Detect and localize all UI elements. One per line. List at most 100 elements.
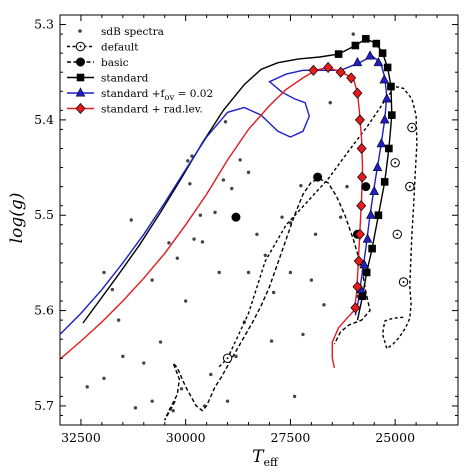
series-2-marker	[388, 111, 396, 119]
legend-label-main: standard +f	[101, 88, 165, 100]
sdb-spectrum-point	[190, 154, 194, 158]
sdb-spectrum-point	[217, 270, 221, 275]
series-3-marker	[352, 57, 363, 67]
series-2-marker	[380, 178, 389, 186]
legend-label-0: sdB spectra	[101, 26, 164, 38]
sdb-spectrum-point	[271, 290, 276, 295]
sdb-spectrum-point	[269, 339, 274, 343]
sdb-spectrum-point	[209, 372, 213, 377]
sdb-spectrum-point	[299, 183, 303, 188]
sdb-spectrum-point	[188, 182, 192, 186]
legend-label-tail: = 0.02	[174, 88, 213, 100]
series-1-marker	[313, 172, 323, 182]
series-2-marker	[362, 35, 370, 43]
tick-labels: 32500 30000 27500 25000 5.3 5.4 5.5 5.6 5.7	[34, 14, 459, 445]
sdb-spectrum-point	[322, 303, 326, 307]
series-4-marker	[353, 255, 364, 267]
sdb-spectrum-point	[225, 399, 230, 403]
sdb-spectrum-point	[338, 215, 343, 219]
sdb-spectrum-point	[179, 387, 184, 391]
sdb-spectrum-point	[183, 299, 188, 303]
series-4-marker	[350, 302, 361, 314]
series-4-marker	[323, 61, 334, 73]
sdb-spectrum-point	[102, 270, 106, 275]
sdb-spectrum-point	[230, 186, 234, 191]
series-4-marker	[308, 64, 319, 76]
series-4-marker	[346, 72, 357, 84]
series-2-marker	[358, 292, 367, 301]
sdb-spectrum-point	[175, 256, 180, 260]
y-tick-label: 5.7	[34, 398, 54, 413]
legend-marker-5	[75, 102, 86, 115]
sdb-spectrum-point	[238, 158, 242, 162]
series-3-marker	[376, 138, 387, 148]
sdb-spectrum-point	[142, 361, 146, 365]
legend-sdb-marker	[78, 29, 82, 33]
series-line-1	[164, 178, 371, 421]
series-3-marker	[381, 93, 392, 103]
series-4-marker	[354, 114, 365, 126]
sdb-spectrum-point	[263, 253, 267, 257]
series-3-marker	[369, 185, 380, 195]
sdb-spectra-points	[85, 32, 360, 413]
series-3-marker	[373, 57, 384, 67]
sdb-spectrum-point	[223, 120, 228, 124]
sdb-spectrum-point	[85, 385, 89, 389]
legend-marker-2	[76, 57, 85, 67]
sdb-spectrum-point	[186, 159, 190, 163]
series-3-marker	[359, 259, 369, 269]
plot-frame	[59, 14, 459, 426]
series-0-marker-dot	[410, 126, 413, 129]
legend-label-5: standard + rad.lev.	[101, 103, 203, 115]
series-4-marker	[354, 228, 365, 240]
sdb-spectrum-point	[288, 270, 293, 275]
legend-label-3: standard	[101, 72, 149, 84]
sdb-spectrum-point	[301, 332, 305, 337]
sdb-spectrum-point	[171, 408, 175, 413]
sdb-spectrum-point	[345, 184, 349, 189]
sdb-spectrum-point	[280, 215, 284, 219]
series-1-marker	[231, 212, 241, 222]
y-tick-label: 5.3	[34, 17, 54, 32]
series-4-marker	[356, 200, 367, 212]
sdb-spectrum-point	[292, 394, 297, 399]
series-0-marker-dot	[394, 161, 397, 164]
y-tick-label: 5.6	[34, 303, 54, 318]
series-2-marker	[372, 39, 381, 48]
series-3-marker	[365, 50, 375, 60]
sdb-spectrum-point	[328, 101, 332, 105]
sdb-spectrum-point	[133, 406, 138, 410]
x-tick-label: 30000	[166, 430, 206, 445]
legend-label-2: basic	[101, 57, 129, 69]
series-3-marker	[379, 74, 390, 84]
legend-label-main: sdB spectra	[101, 26, 164, 38]
series-line-3	[59, 55, 388, 335]
sdb-spectrum-point	[200, 240, 205, 244]
sdb-spectrum-point	[150, 278, 154, 282]
x-axis-label: Teff	[252, 447, 279, 469]
series-2-marker	[351, 41, 360, 50]
series-3-marker	[366, 209, 376, 219]
series-3-marker	[362, 233, 373, 243]
y-tick-label: 5.5	[34, 207, 54, 222]
sdb-spectrum-point	[255, 232, 259, 237]
sdb-spectrum-point	[221, 178, 226, 182]
series-0-marker-dot	[396, 233, 399, 236]
axes-frame	[59, 14, 459, 426]
sdb-spectrum-point	[246, 170, 251, 175]
series-2-marker	[387, 82, 395, 91]
series-4-marker	[352, 281, 363, 293]
series-0-marker-dot	[226, 357, 229, 360]
sdb-spectrum-point	[309, 278, 314, 282]
sdb-spectrum-point	[167, 241, 171, 245]
legend-marker-4	[75, 87, 86, 97]
sdb-spectrum-point	[234, 354, 238, 359]
sdb-spectrum-point	[213, 210, 217, 215]
series-1-marker	[361, 182, 371, 192]
sdb-spectrum-point	[246, 270, 251, 275]
series-4-marker	[356, 142, 367, 155]
series-2-marker	[378, 49, 387, 57]
series-2-marker	[334, 50, 343, 58]
legend-label-1: default	[101, 41, 139, 53]
sdb-spectrum-point	[198, 213, 203, 217]
